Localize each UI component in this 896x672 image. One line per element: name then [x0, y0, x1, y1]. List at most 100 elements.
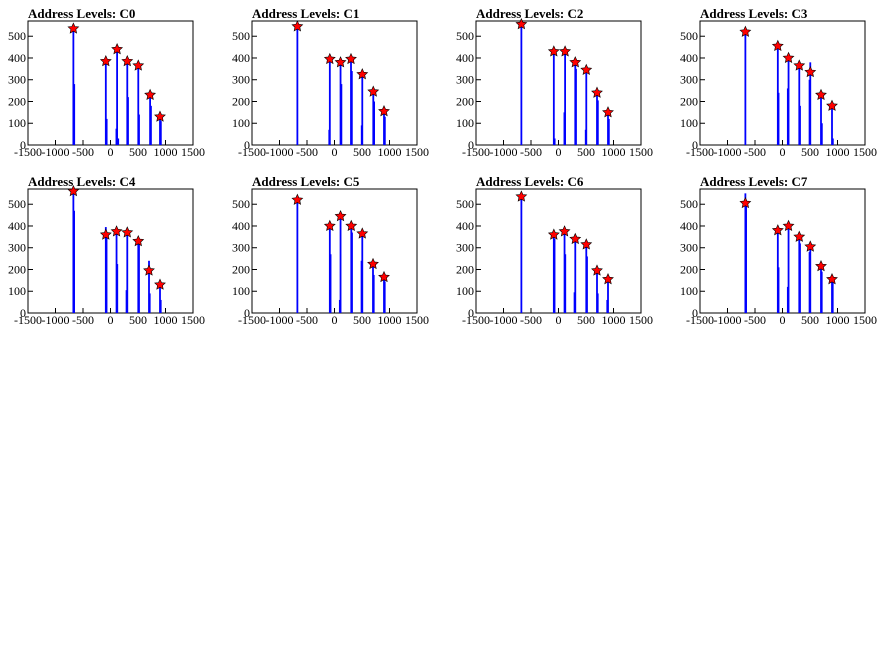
peak-marker	[323, 52, 336, 65]
chart-title: Address Levels: C4	[28, 174, 136, 189]
histogram-bar	[73, 84, 76, 145]
histogram-bar	[117, 138, 120, 145]
x-tick-label: 0	[556, 145, 562, 159]
peak-marker	[154, 278, 166, 290]
x-tick-label: -1500	[462, 145, 490, 159]
x-tick-label: -500	[296, 313, 318, 327]
y-tick-label: 200	[680, 94, 698, 108]
x-tick-label: 500	[577, 313, 595, 327]
x-tick-label: -1500	[14, 313, 42, 327]
peak-marker	[793, 230, 806, 242]
peak-marker	[558, 225, 571, 237]
peak-marker	[591, 264, 603, 276]
x-tick-label: 1000	[602, 313, 626, 327]
chart-panel: Address Levels: C10100200300400500-1500-…	[232, 6, 429, 159]
y-tick-label: 200	[8, 262, 26, 276]
histogram-bar	[586, 256, 588, 313]
plot-frame	[27, 188, 194, 314]
x-tick-label: 500	[129, 313, 147, 327]
histogram-bar	[820, 123, 823, 145]
y-tick-label: 500	[680, 29, 698, 43]
x-tick-label: 0	[780, 145, 786, 159]
y-tick-label: 400	[8, 51, 26, 65]
histogram-bar	[552, 51, 555, 145]
peak-marker	[804, 240, 817, 252]
histogram-bar	[73, 210, 75, 313]
y-tick-label: 400	[232, 51, 250, 65]
x-tick-label: 1500	[405, 145, 429, 159]
x-tick-label: -1000	[490, 145, 518, 159]
peak-marker	[334, 56, 347, 68]
histogram-bar	[563, 112, 566, 145]
x-tick-label: -500	[72, 145, 94, 159]
histogram-bar	[360, 260, 363, 313]
peak-marker	[378, 105, 390, 117]
chart-title: Address Levels: C3	[700, 6, 808, 21]
histogram-bar	[296, 199, 299, 313]
y-tick-label: 0	[468, 306, 474, 320]
y-tick-label: 400	[232, 219, 250, 233]
plot-frame	[475, 20, 642, 146]
histogram-bar	[351, 232, 353, 313]
histogram-bar	[831, 105, 833, 145]
x-tick-label: -500	[744, 313, 766, 327]
chart-panel: Address Levels: C20100200300400500-1500-…	[456, 6, 653, 159]
x-tick-label: 1000	[826, 313, 850, 327]
histogram-bar	[127, 97, 129, 145]
histogram-bar	[607, 279, 609, 313]
x-tick-label: 1000	[154, 145, 178, 159]
x-tick-label: -500	[744, 145, 766, 159]
x-tick-label: -1500	[686, 145, 714, 159]
histogram-bar	[296, 26, 299, 145]
histogram-bar	[744, 31, 747, 146]
histogram-bar	[138, 114, 140, 145]
x-tick-label: 500	[801, 145, 819, 159]
peak-marker	[132, 234, 145, 247]
peak-marker	[782, 51, 795, 64]
histogram-bar	[596, 270, 598, 313]
histogram-bar	[328, 129, 331, 145]
y-tick-label: 300	[456, 241, 474, 255]
y-tick-label: 300	[8, 241, 26, 255]
x-tick-label: 1500	[405, 313, 429, 327]
x-tick-label: -500	[296, 145, 318, 159]
x-tick-label: -500	[72, 313, 94, 327]
x-tick-label: -1000	[42, 145, 70, 159]
x-tick-label: 500	[353, 145, 371, 159]
histogram-bar	[607, 118, 610, 145]
peak-marker	[547, 228, 560, 240]
histogram-bar	[574, 239, 577, 313]
histogram-bar	[786, 88, 789, 145]
peak-marker	[569, 56, 582, 68]
chart-panel: Address Levels: C60100200300400500-1500-…	[456, 174, 653, 327]
histogram-bar	[520, 196, 523, 313]
histogram-bar	[584, 129, 587, 145]
peak-marker	[144, 88, 157, 101]
peak-marker	[345, 219, 358, 232]
histogram-bar	[831, 138, 834, 145]
histogram-bar	[786, 286, 789, 313]
histogram-bar	[383, 116, 386, 145]
peak-marker	[815, 260, 827, 272]
histogram-bar	[115, 128, 118, 145]
peak-marker	[111, 43, 124, 55]
histogram-bar	[564, 51, 566, 145]
x-tick-label: 0	[108, 313, 114, 327]
histogram-bar	[159, 284, 161, 313]
x-tick-label: -1500	[238, 145, 266, 159]
y-tick-label: 100	[680, 284, 698, 298]
y-tick-label: 0	[244, 306, 250, 320]
plot-frame	[699, 20, 866, 146]
histogram-bar	[799, 243, 801, 313]
histogram-bar	[104, 61, 107, 145]
x-tick-label: 1000	[154, 313, 178, 327]
peak-marker	[782, 219, 795, 232]
x-tick-label: -1000	[42, 313, 70, 327]
peak-marker	[323, 219, 336, 232]
x-tick-label: -1000	[490, 313, 518, 327]
y-tick-label: 500	[232, 197, 250, 211]
peak-marker	[378, 270, 390, 283]
histogram-bar	[150, 105, 152, 145]
peak-marker	[67, 184, 80, 197]
histogram-bar	[148, 293, 151, 313]
